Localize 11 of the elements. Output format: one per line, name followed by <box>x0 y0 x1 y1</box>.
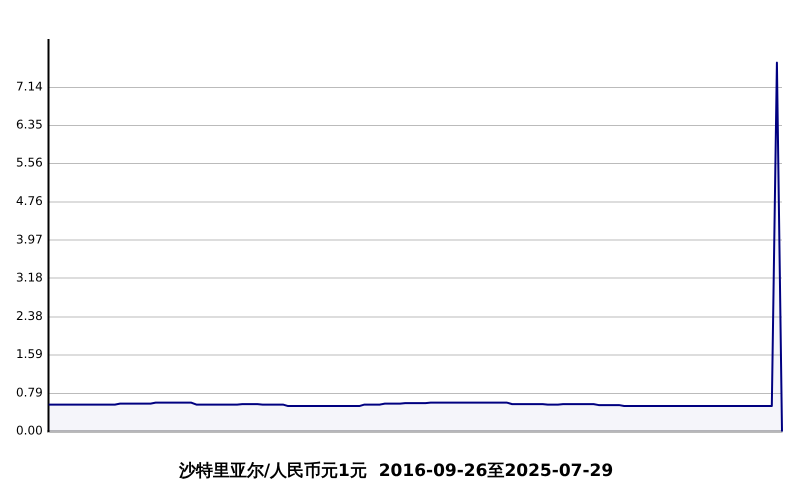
y-tick-label: 0.00 <box>16 424 43 438</box>
y-tick-label: 3.97 <box>16 232 43 246</box>
y-tick-label: 0.79 <box>16 386 43 400</box>
y-tick-label: 5.56 <box>16 156 43 170</box>
y-tick-label: 6.35 <box>16 117 43 132</box>
y-tick-label: 4.76 <box>16 194 43 208</box>
y-tick-label: 3.18 <box>16 270 43 284</box>
text: 沙特里亚尔/人民币元1元 2016-09-26至2025-07-29 <box>178 461 614 482</box>
y-tick-label: 2.38 <box>16 308 43 323</box>
y-tick-label: 7.14 <box>16 79 43 94</box>
y-tick-label: 1.59 <box>16 347 43 362</box>
